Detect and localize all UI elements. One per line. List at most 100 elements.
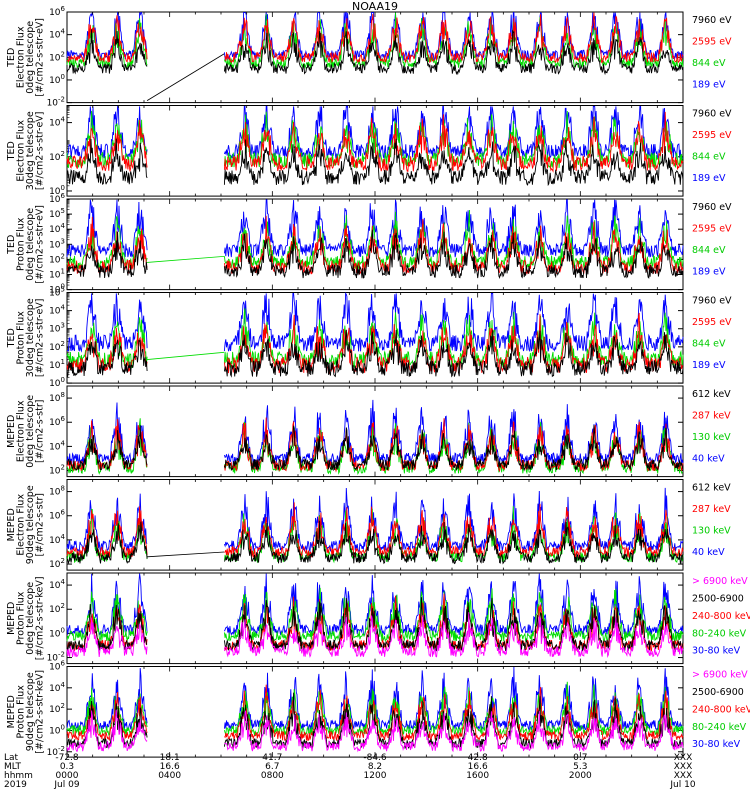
legend-entry: 2595 eV	[692, 224, 732, 235]
y-axis-label: [#/cm2-s-str-eV]	[35, 298, 46, 377]
y-axis-label: [#/cm2-s-str-keV]	[35, 576, 46, 660]
y-tick-label: 104	[49, 28, 65, 41]
x-row-label: MLT	[4, 762, 22, 772]
x-row-value: Jul 10	[669, 780, 695, 790]
gap-connector	[147, 351, 225, 360]
y-tick-label: 102	[49, 557, 65, 570]
x-row-value: 0000	[56, 771, 79, 781]
y-axis-label: 30deg telescope	[25, 298, 36, 377]
legend-entry: 2595 eV	[692, 130, 732, 141]
y-axis-label: 30deg telescope	[25, 111, 36, 190]
y-axis-label: [#/cm2-s-str-keV]	[35, 670, 46, 754]
x-row-value: XXX	[674, 771, 693, 781]
y-axis-label: MEPED	[6, 508, 17, 541]
y-axis-label: 0deg telescope	[25, 21, 36, 94]
x-row-value: 8.2	[368, 762, 382, 772]
legend-entry: 2500-6900	[692, 593, 744, 604]
y-tick-label: 100	[49, 626, 65, 639]
legend-entry: 287 keV	[692, 504, 731, 515]
y-tick-label: 102	[49, 464, 65, 477]
legend-entry: 80-240 keV	[692, 722, 747, 733]
x-row-value: 18.1	[160, 753, 180, 763]
x-row-value: 42.8	[468, 753, 488, 763]
y-tick-label: 105	[49, 286, 65, 299]
y-tick-label: 106	[49, 5, 65, 18]
x-row-value: 2000	[569, 771, 592, 781]
x-row-value: 0.3	[60, 762, 74, 772]
chart-title: NOAA19	[352, 0, 398, 13]
x-row-label: Lat	[4, 753, 19, 763]
series-line	[66, 520, 684, 565]
x-row-value: Jul 09	[53, 780, 79, 790]
y-tick-label: 102	[49, 150, 65, 163]
y-tick-label: 102	[49, 252, 65, 265]
legend-entry: 7960 eV	[692, 202, 732, 213]
x-row-value: 41.7	[262, 753, 282, 763]
gap-connector	[146, 53, 225, 101]
x-row-value: 0400	[158, 771, 181, 781]
legend-entry: 7960 eV	[692, 296, 732, 307]
y-tick-label: 108	[49, 485, 65, 498]
y-tick-label: 100	[49, 723, 65, 736]
y-axis-label: TED	[6, 141, 17, 161]
legend-entry: 189 eV	[692, 173, 726, 184]
legend-entry: 844 eV	[692, 339, 726, 350]
x-row-value: 16.6	[160, 762, 180, 772]
gap-connector	[147, 255, 225, 263]
y-axis-label: Electron Flux	[16, 400, 27, 462]
y-tick-label: 106	[49, 192, 65, 205]
legend-entry: 30-80 keV	[692, 646, 741, 657]
y-axis-label: MEPED	[6, 602, 17, 635]
legend-entry: 2500-6900	[692, 687, 744, 698]
series-line	[66, 29, 684, 76]
y-tick-label: 10-2	[47, 651, 65, 664]
x-row-value: -72.8	[55, 753, 79, 763]
series-line	[66, 597, 684, 653]
legend-entry: 844 eV	[692, 152, 726, 163]
legend-entry: 612 keV	[692, 483, 731, 494]
series-line	[66, 681, 684, 737]
y-tick-label: 106	[49, 509, 65, 522]
y-axis-label: [#/cm2-s-str-eV]	[35, 111, 46, 190]
y-axis-label: [#/cm2-s-str-eV]	[35, 18, 46, 97]
y-axis-label: [#/cm2-s-str]	[35, 493, 46, 556]
y-axis-label: 0deg telescope	[25, 395, 36, 468]
series-line	[66, 487, 684, 553]
x-row-label: 2019	[4, 780, 27, 790]
y-axis-label: TED	[6, 48, 17, 68]
legend-entry: 7960 eV	[692, 15, 732, 26]
legend-entry: 844 eV	[692, 58, 726, 69]
legend-entry: 130 keV	[692, 526, 731, 537]
legend-entry: 240-800 keV	[692, 611, 750, 622]
y-tick-label: 102	[49, 50, 65, 63]
legend-entry: 2595 eV	[692, 37, 732, 48]
legend-entry: 287 keV	[692, 411, 731, 422]
y-axis-label: Electron Flux	[16, 494, 27, 556]
y-tick-label: 106	[49, 415, 65, 428]
y-axis-label: Proton Flux	[16, 591, 27, 645]
y-axis-label: [#/cm2-s-str]	[35, 400, 46, 463]
gap-connector	[147, 551, 225, 558]
legend-entry: 130 keV	[692, 432, 731, 443]
series-line	[66, 229, 684, 280]
y-axis-label: 90deg telescope	[25, 672, 36, 751]
x-row-value: 5.3	[573, 762, 587, 772]
series-line	[66, 138, 684, 187]
y-tick-label: 102	[49, 340, 65, 353]
legend-entry: 189 eV	[692, 80, 726, 91]
series-line	[66, 424, 684, 472]
y-axis-label: Proton Flux	[16, 685, 27, 739]
y-tick-label: 102	[49, 702, 65, 715]
y-axis-label: 0deg telescope	[25, 582, 36, 655]
legend-entry: 80-240 keV	[692, 628, 747, 639]
series-line	[66, 111, 684, 173]
y-tick-label: 104	[49, 681, 65, 694]
y-axis-label: 90deg telescope	[25, 485, 36, 564]
y-tick-label: 100	[49, 376, 65, 389]
y-tick-label: 106	[49, 660, 65, 673]
